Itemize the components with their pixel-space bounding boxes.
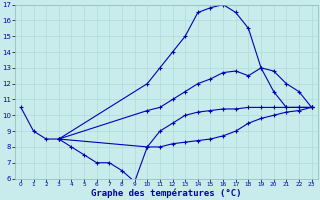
X-axis label: Graphe des températures (°C): Graphe des températures (°C) xyxy=(91,188,242,198)
